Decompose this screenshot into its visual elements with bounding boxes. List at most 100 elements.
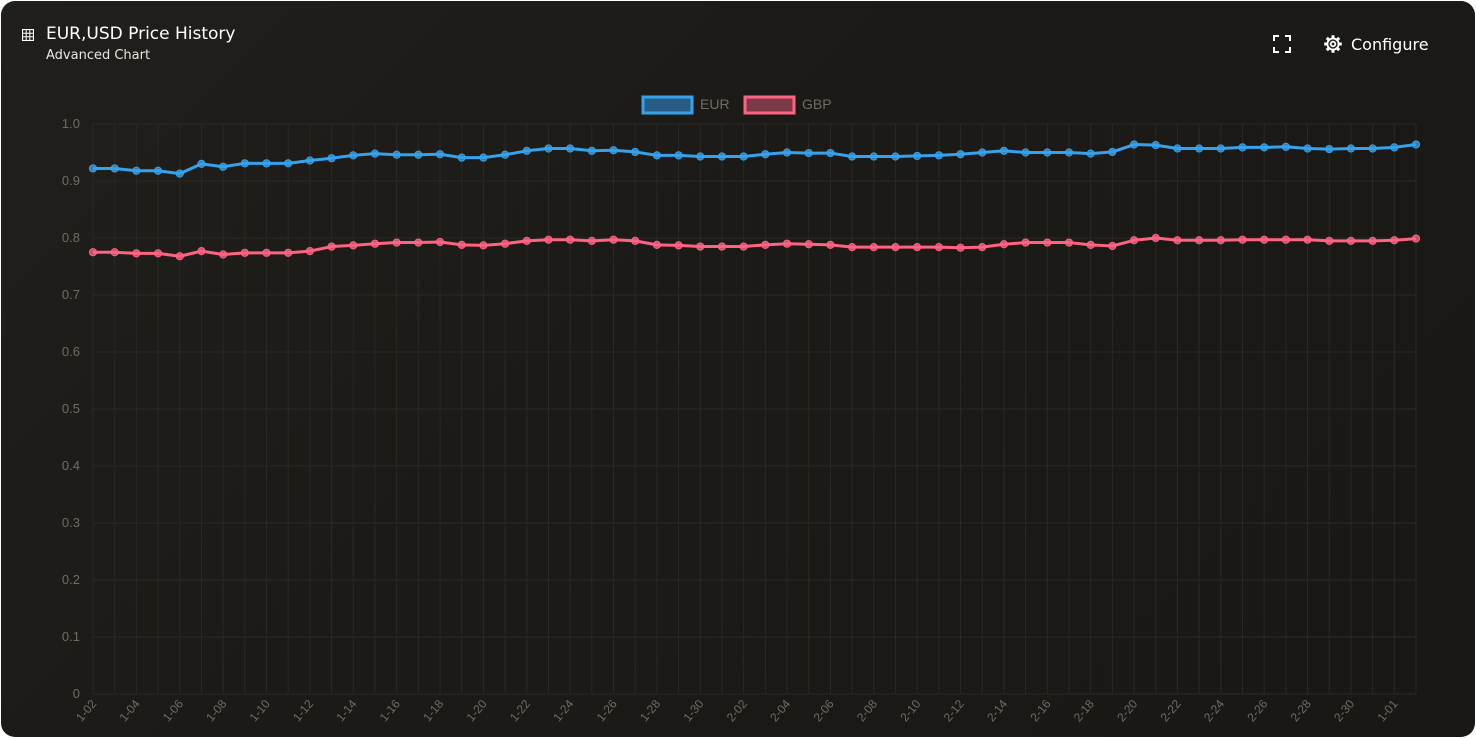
data-point-eur[interactable] [1043,148,1052,157]
data-point-gbp[interactable] [566,235,575,244]
data-point-gbp[interactable] [1173,236,1182,245]
data-point-eur[interactable] [1260,143,1269,152]
data-point-gbp[interactable] [847,243,857,252]
data-point-eur[interactable] [913,151,922,161]
data-point-eur[interactable] [1151,140,1160,150]
data-point-gbp[interactable] [349,241,358,250]
data-point-eur[interactable] [414,150,423,159]
data-point-eur[interactable] [132,166,141,175]
data-point-gbp[interactable] [1064,238,1074,247]
data-point-gbp[interactable] [609,235,618,244]
data-point-gbp[interactable] [1043,238,1052,247]
data-point-eur[interactable] [782,148,792,157]
data-point-gbp[interactable] [804,240,813,249]
data-point-eur[interactable] [88,164,98,173]
data-point-gbp[interactable] [153,249,163,258]
data-point-gbp[interactable] [1325,236,1334,245]
data-point-eur[interactable] [1021,148,1030,157]
data-point-gbp[interactable] [435,237,445,247]
data-point-eur[interactable] [1390,143,1399,152]
configure-button[interactable]: Configure [1323,29,1429,59]
data-point-eur[interactable] [934,151,943,160]
data-point-eur[interactable] [999,146,1009,155]
data-point-eur[interactable] [370,149,380,158]
data-point-gbp[interactable] [262,248,271,257]
data-point-gbp[interactable] [132,249,141,258]
data-point-eur[interactable] [696,152,705,161]
data-point-gbp[interactable] [696,242,705,251]
data-point-gbp[interactable] [913,243,922,252]
data-point-eur[interactable] [609,146,618,155]
data-point-eur[interactable] [847,152,857,161]
data-point-gbp[interactable] [978,243,987,252]
data-point-gbp[interactable] [197,247,206,256]
legend-item-eur[interactable]: EUR [641,95,730,115]
data-point-gbp[interactable] [1411,234,1421,243]
data-point-eur[interactable] [522,146,531,155]
data-point-gbp[interactable] [414,238,423,247]
data-point-gbp[interactable] [240,248,249,257]
data-point-gbp[interactable] [1238,235,1247,244]
data-point-gbp[interactable] [717,242,727,251]
data-point-gbp[interactable] [457,240,466,249]
data-point-eur[interactable] [435,150,445,159]
data-point-gbp[interactable] [327,242,336,251]
legend-item-gbp[interactable]: GBP [743,95,832,115]
data-point-eur[interactable] [479,153,488,162]
data-point-eur[interactable] [739,152,748,161]
data-point-gbp[interactable] [88,248,98,257]
data-point-eur[interactable] [1325,144,1334,154]
data-point-eur[interactable] [327,154,336,163]
data-point-eur[interactable] [544,144,553,153]
data-point-eur[interactable] [1238,143,1247,152]
data-point-eur[interactable] [262,159,271,168]
data-point-gbp[interactable] [305,247,314,256]
data-point-gbp[interactable] [1390,236,1399,245]
data-point-eur[interactable] [1346,144,1356,153]
data-point-gbp[interactable] [631,236,640,245]
data-point-gbp[interactable] [479,241,488,250]
data-point-eur[interactable] [305,156,314,165]
data-point-eur[interactable] [956,150,965,159]
data-point-eur[interactable] [1129,140,1139,149]
data-point-eur[interactable] [284,159,293,168]
data-point-eur[interactable] [1086,149,1095,158]
data-point-gbp[interactable] [1281,235,1290,244]
data-point-gbp[interactable] [1108,241,1117,251]
data-point-gbp[interactable] [956,243,965,252]
data-point-eur[interactable] [891,152,900,161]
data-point-eur[interactable] [500,150,510,159]
data-point-gbp[interactable] [999,240,1009,249]
data-point-gbp[interactable] [500,239,510,248]
data-point-gbp[interactable] [1368,236,1377,245]
data-point-eur[interactable] [1173,144,1182,153]
data-point-gbp[interactable] [1216,236,1225,245]
data-point-gbp[interactable] [934,243,943,252]
data-point-eur[interactable] [761,150,770,159]
data-point-gbp[interactable] [739,242,748,251]
data-point-gbp[interactable] [175,252,184,261]
data-point-gbp[interactable] [891,243,900,252]
data-point-gbp[interactable] [826,240,835,249]
data-point-eur[interactable] [175,169,184,178]
data-point-eur[interactable] [652,151,662,160]
data-point-eur[interactable] [1108,147,1117,157]
data-point-gbp[interactable] [544,235,553,244]
data-point-eur[interactable] [457,153,466,162]
data-point-gbp[interactable] [1151,233,1160,243]
data-point-eur[interactable] [1281,142,1290,151]
data-point-eur[interactable] [197,159,206,168]
data-point-gbp[interactable] [370,239,380,248]
data-point-eur[interactable] [153,166,163,175]
data-point-eur[interactable] [826,148,835,158]
data-point-eur[interactable] [1064,148,1074,157]
data-point-gbp[interactable] [219,250,228,259]
data-point-gbp[interactable] [652,240,662,249]
data-point-eur[interactable] [349,151,358,160]
data-point-eur[interactable] [1411,140,1421,149]
data-point-eur[interactable] [219,162,228,171]
data-point-gbp[interactable] [674,241,683,250]
data-point-eur[interactable] [587,146,596,155]
data-point-eur[interactable] [1195,144,1204,153]
data-point-gbp[interactable] [761,240,770,249]
